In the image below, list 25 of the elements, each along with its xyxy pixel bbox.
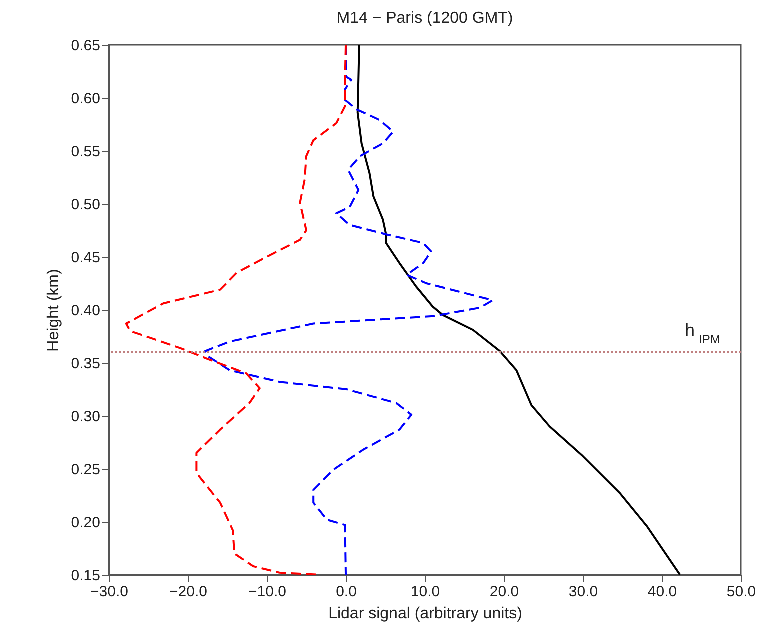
y-tick-label: 0.35 — [71, 356, 100, 372]
x-tick-label: −20.0 — [170, 584, 208, 600]
y-tick-label: 0.20 — [71, 514, 100, 532]
x-tick-label: −10.0 — [248, 584, 286, 600]
y-tick-label: 0.45 — [71, 250, 100, 266]
x-tick-label: 50.0 — [726, 584, 756, 600]
x-tick-label: 10.0 — [410, 584, 440, 600]
y-tick-label: 0.30 — [71, 408, 100, 426]
y-tick-label: 0.50 — [71, 196, 100, 214]
x-tick-label: 0.0 — [336, 584, 357, 600]
y-tick-label: 0.60 — [71, 90, 100, 108]
x-tick-label: 20.0 — [490, 584, 520, 600]
y-tick-label: 0.25 — [71, 462, 100, 478]
line-series — [125, 45, 347, 575]
x-axis-title: Lidar signal (arbitrary units) — [328, 606, 522, 622]
chart-title: M14 − Paris (1200 GMT) — [336, 10, 514, 27]
y-tick-label: 0.40 — [71, 302, 100, 320]
x-tick-label: −30.0 — [90, 584, 128, 600]
y-tick-label: 0.15 — [71, 568, 100, 584]
y-tick-label: 0.55 — [71, 144, 100, 160]
line-series — [356, 45, 682, 575]
y-axis-title: Height (km) — [45, 269, 62, 352]
y-tick-label: 0.65 — [71, 38, 100, 54]
x-tick-label: 40.0 — [648, 584, 678, 600]
x-tick-label: 30.0 — [568, 584, 598, 600]
